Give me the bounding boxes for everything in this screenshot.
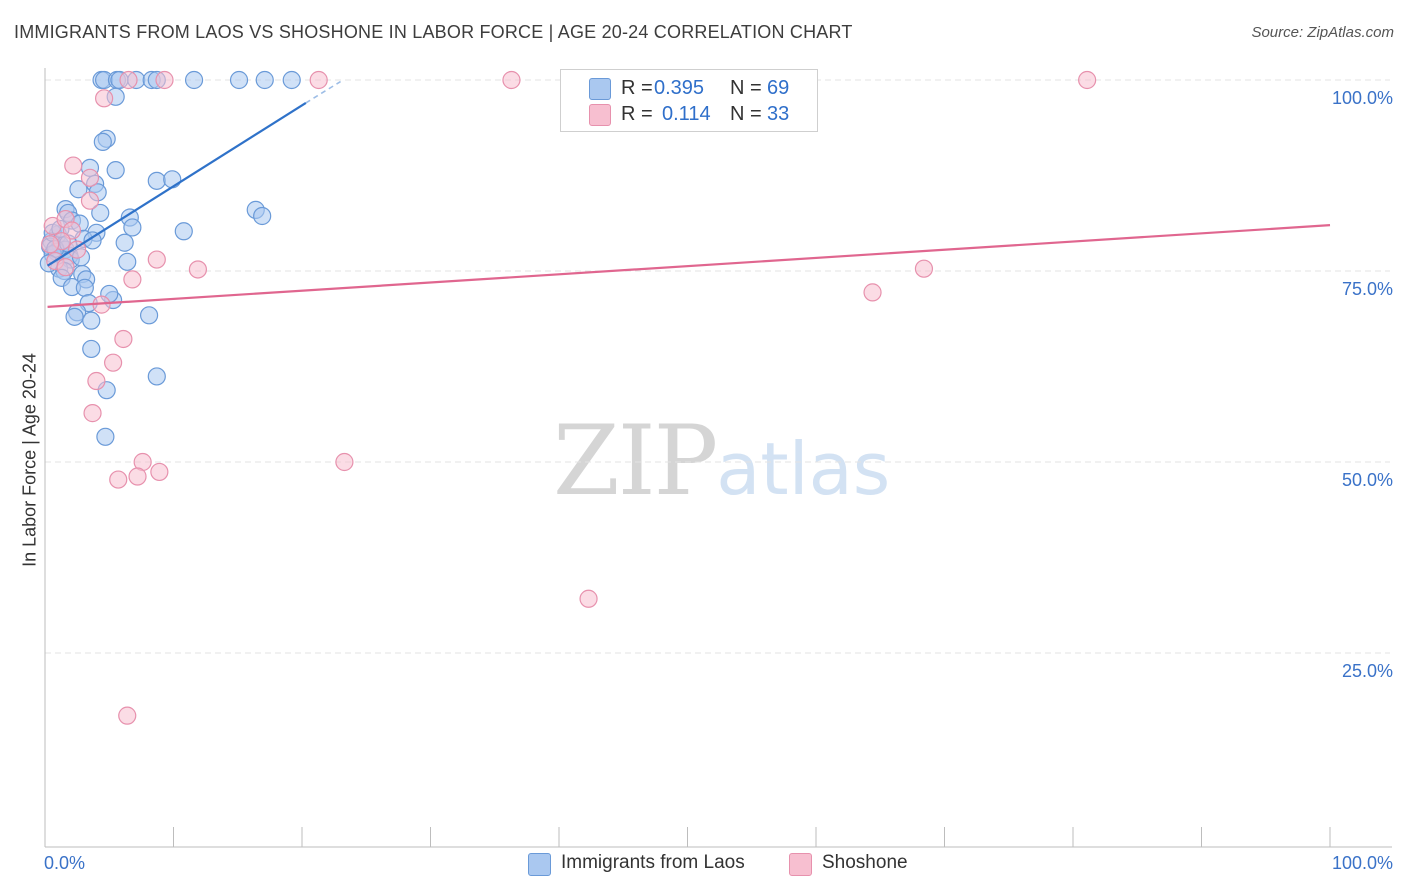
data-point [93, 132, 112, 151]
data-point [83, 404, 102, 423]
data-point [123, 218, 142, 237]
data-point [64, 156, 83, 175]
data-point [118, 252, 137, 271]
data-point [914, 259, 934, 278]
axes [44, 68, 1392, 848]
data-point [188, 260, 208, 279]
data-point [87, 371, 106, 391]
legend-r-value: 0.114 [662, 103, 711, 125]
series-shoshone [41, 70, 1097, 725]
bottom-legend-label-laos: Immigrants from Laos [561, 852, 745, 873]
trend-line-shoshone [47, 224, 1331, 309]
legend-n-value: 33 [767, 103, 790, 125]
trend-line-laos [46, 101, 307, 267]
data-point [104, 353, 123, 372]
data-point [106, 161, 125, 180]
x-tick-label: 0.0% [44, 853, 85, 873]
data-point [863, 283, 882, 302]
data-point [255, 70, 274, 90]
y-tick-label: 75.0% [1342, 279, 1393, 299]
chart-source: Source: ZipAtlas.com [1251, 24, 1394, 41]
data-point [163, 170, 182, 189]
chart-title: IMMIGRANTS FROM LAOS VS SHOSHONE IN LABO… [14, 22, 853, 42]
trend-line-laos-extension [305, 80, 341, 104]
legend-r-label: R = [621, 103, 653, 125]
bottom-legend-swatch-shoshone [789, 853, 812, 876]
data-point [115, 233, 134, 252]
legend-swatch-shoshone [589, 104, 611, 126]
legend-swatch-laos [589, 78, 611, 100]
data-point [147, 367, 166, 386]
legend-n-label: N = [730, 77, 762, 99]
data-point [174, 222, 193, 241]
data-point [229, 70, 249, 90]
data-point [150, 462, 169, 482]
data-point [80, 168, 100, 187]
data-point [69, 180, 88, 199]
data-point [155, 70, 174, 90]
y-tick-label: 100.0% [1332, 88, 1393, 108]
data-point [75, 278, 94, 297]
data-point [65, 307, 84, 326]
correlation-legend: R = 0.395 N = 69 R = 0.114 N = 33 [560, 69, 818, 132]
data-point [95, 89, 114, 108]
y-tick-label: 25.0% [1342, 661, 1393, 681]
data-point [56, 258, 75, 277]
data-point [80, 191, 100, 210]
legend-r-value: 0.395 [654, 77, 705, 99]
data-point [139, 306, 159, 325]
data-point [96, 427, 115, 446]
data-point [82, 311, 101, 330]
data-point [119, 70, 138, 90]
x-tick-label: 100.0% [1332, 853, 1393, 873]
data-point [502, 70, 521, 90]
data-point [147, 250, 166, 269]
data-point [335, 452, 354, 472]
legend-n-label: N = [730, 103, 762, 125]
legend-n-value: 69 [767, 77, 790, 99]
data-point [1078, 70, 1097, 90]
data-point [114, 329, 133, 349]
data-point [282, 70, 301, 90]
bottom-legend-swatch-laos [528, 853, 551, 876]
data-point [82, 339, 101, 359]
data-point [184, 70, 204, 90]
legend-row-shoshone: R = 0.114 N = 33 [561, 101, 817, 129]
y-tick-label: 50.0% [1342, 470, 1393, 490]
legend-row-laos: R = 0.395 N = 69 [561, 75, 817, 103]
gridlines [45, 79, 1390, 654]
data-point [123, 270, 142, 289]
data-point [147, 171, 166, 190]
bottom-legend-label-shoshone: Shoshone [822, 852, 908, 873]
data-point [109, 470, 128, 489]
data-point [118, 706, 137, 725]
data-point [309, 70, 328, 90]
data-point [579, 589, 598, 608]
data-point [253, 206, 272, 226]
data-point [83, 231, 102, 250]
data-point [91, 203, 110, 223]
data-point [41, 235, 60, 254]
trend-lines [46, 80, 1331, 309]
tick-labels: 25.0% 50.0% 75.0% 100.0% 0.0% 100.0% [44, 88, 1393, 873]
data-point [128, 467, 147, 486]
legend-r-label: R = [621, 77, 653, 99]
